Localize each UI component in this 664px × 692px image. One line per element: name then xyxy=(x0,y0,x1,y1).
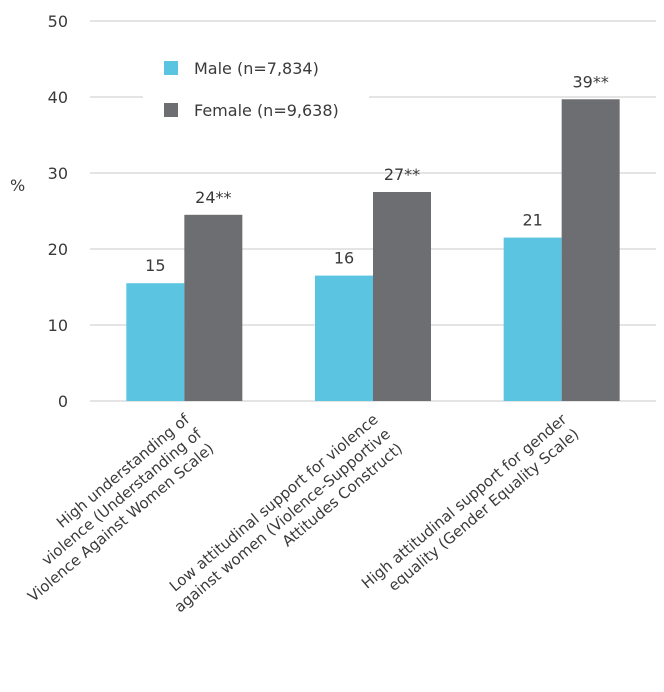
y-tick-label: 20 xyxy=(48,240,68,259)
data-label-female-2: 39** xyxy=(572,72,608,91)
bar-female-2 xyxy=(561,99,620,401)
data-label-male-1: 16 xyxy=(334,249,354,268)
legend-background xyxy=(143,48,369,116)
data-labels: 15 24** 16 27** 21 39** xyxy=(145,72,609,275)
legend-swatch-male xyxy=(164,61,178,75)
legend: Male (n=7,834) Female (n=9,638) xyxy=(143,48,369,120)
data-label-female-1: 27** xyxy=(384,165,420,184)
legend-label-female: Female (n=9,638) xyxy=(194,101,339,120)
bar-female-0 xyxy=(184,214,243,401)
legend-label-male: Male (n=7,834) xyxy=(194,59,319,78)
data-label-male-2: 21 xyxy=(522,211,542,230)
y-tick-label: 40 xyxy=(48,88,68,107)
bars xyxy=(126,99,620,401)
x-tick-label-line: equality (Gender Equality Scale) xyxy=(385,425,583,595)
y-tick-label: 0 xyxy=(58,392,68,411)
y-tick-label: 30 xyxy=(48,164,68,183)
bar-male-2 xyxy=(503,237,562,401)
x-tick-label-line: violence (Understanding of xyxy=(38,424,206,569)
y-tick-label: 50 xyxy=(48,12,68,31)
bar-female-1 xyxy=(373,192,431,401)
data-label-female-0: 24** xyxy=(195,188,231,207)
bar-male-1 xyxy=(315,275,373,401)
bar-male-0 xyxy=(126,283,185,401)
data-label-male-0: 15 xyxy=(145,256,165,275)
y-tick-label: 10 xyxy=(48,316,68,335)
legend-swatch-female xyxy=(164,103,178,117)
y-axis-label: % xyxy=(10,176,25,195)
